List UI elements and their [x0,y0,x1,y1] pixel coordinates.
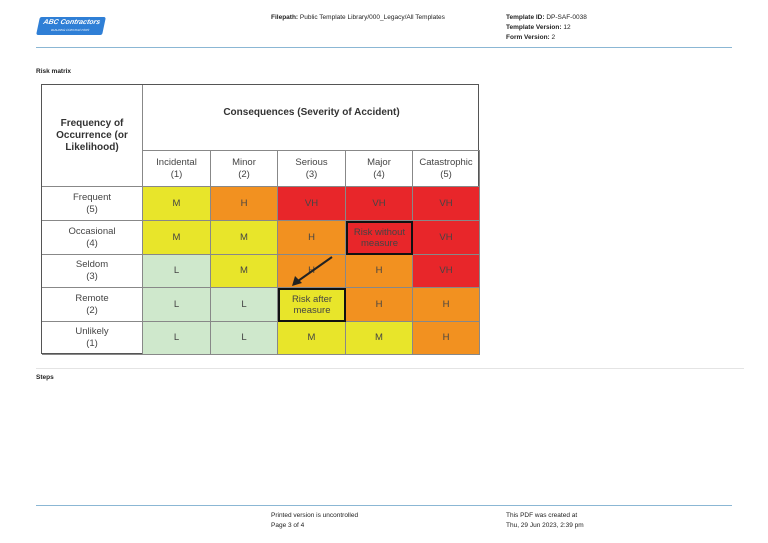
matrix-cell: H [346,255,413,288]
matrix-cell: M [211,255,278,288]
column-header: Serious (3) [278,151,346,187]
cell-text: VH [439,231,453,243]
section-divider [36,368,744,369]
cell-text: VH [372,197,386,209]
matrix-cell: L [143,288,211,322]
cell-text: Incidental [156,156,197,168]
column-header: Catastrophic (5) [413,151,480,187]
footer-created: This PDF was created at Thu, 29 Jun 2023,… [506,512,584,529]
cell-text: M [172,197,181,209]
section-title-risk-matrix: Risk matrix [36,68,72,75]
matrix-cell: VH [413,255,480,288]
matrix-cell: Risk without measure [346,221,413,255]
cell-text: H [240,197,248,209]
matrix-cell: L [211,322,278,355]
matrix-cell: M [211,221,278,255]
cell-text: VH [304,197,319,209]
cell-text: VH [439,265,453,276]
matrix-cell: VH [278,187,346,221]
footer-divider [36,505,732,506]
row-label: Frequent (5) [42,187,143,221]
cell-text: L [241,332,247,343]
cell-text: H [442,332,450,343]
matrix-cell: H [211,187,278,221]
cell-text: H [308,231,315,243]
row-label: Occasional (4) [42,221,143,255]
cell-text: (2) [238,168,250,180]
cell-text: VH [439,197,453,209]
cell-text: Frequency of Occurrence (or Likelihood) [56,117,128,153]
cell-text: (2) [86,304,98,316]
cell-text: L [241,298,247,310]
cell-text: M [307,332,316,343]
cell-text: H [375,298,383,310]
matrix-cell: VH [413,221,480,255]
cell-text: (3) [86,271,98,282]
cell-text: Risk after measure [291,294,333,316]
cell-text: Consequences (Severity of Accident) [223,106,400,118]
cell-text: Major [367,156,391,168]
risk-matrix: Frequency of Occurrence (or Likelihood) C… [41,84,480,355]
row-label: Seldom (3) [42,255,143,288]
matrix-cell: H [413,288,480,322]
matrix-cell: H [346,288,413,322]
column-header: Incidental (1) [143,151,211,187]
matrix-cell: M [278,322,346,355]
cell-text: (1) [86,338,98,349]
cell-text: M [240,265,248,276]
matrix-cell: H [278,221,346,255]
cell-text: (1) [170,168,183,180]
matrix-cell: H [278,255,346,288]
cell-text: (5) [440,168,452,180]
cell-text: H [375,265,383,276]
matrix-cell: VH [346,187,413,221]
cell-text: M [240,231,248,243]
section-title-steps: Steps [36,374,54,381]
template-info: Template ID: DP-SAF-0038 Template Versio… [506,14,587,41]
matrix-cell: Risk after measure [278,288,346,322]
cell-text: L [173,265,180,276]
cell-text: L [173,298,180,310]
matrix-cell: L [143,322,211,355]
cell-text: Remote [75,292,109,304]
cell-text: H [442,298,450,310]
cell-text: L [173,332,180,343]
cell-text: (4) [373,168,385,180]
col-header: Consequences (Severity of Accident) [143,85,480,151]
cell-text: Unlikely [75,326,109,337]
cell-text: (4) [86,237,98,249]
company-logo: ABC Contractors BUILDING CONTRACTORS [36,17,106,35]
column-header: Minor (2) [211,151,278,187]
row-label: Unlikely (1) [42,322,143,355]
cell-text: (3) [305,168,318,180]
row-header: Frequency of Occurrence (or Likelihood) [42,85,143,187]
cell-text: M [375,332,383,343]
cell-text: Seldom [75,259,109,270]
matrix-cell: M [143,187,211,221]
cell-text: Risk without measure [353,227,406,249]
cell-text: M [172,231,181,243]
cell-text: Minor [232,156,256,168]
cell-text: H [308,265,315,276]
cell-text: Frequent [72,191,112,203]
footer-uncontrolled: Printed version is uncontrolled Page 3 of… [271,512,359,529]
filepath: Filepath: Public Template Library/000_Le… [271,14,445,21]
matrix-cell: L [143,255,211,288]
matrix-cell: M [346,322,413,355]
matrix-cell: L [211,288,278,322]
cell-text: Catastrophic [419,156,473,168]
header-divider [36,47,732,48]
column-header: Major (4) [346,151,413,187]
matrix-cell: H [413,322,480,355]
cell-text: Serious [295,156,328,168]
cell-text: Occasional [68,225,116,237]
matrix-cell: VH [413,187,480,221]
matrix-cell: M [143,221,211,255]
cell-text: (5) [86,203,98,215]
row-label: Remote (2) [42,288,143,322]
